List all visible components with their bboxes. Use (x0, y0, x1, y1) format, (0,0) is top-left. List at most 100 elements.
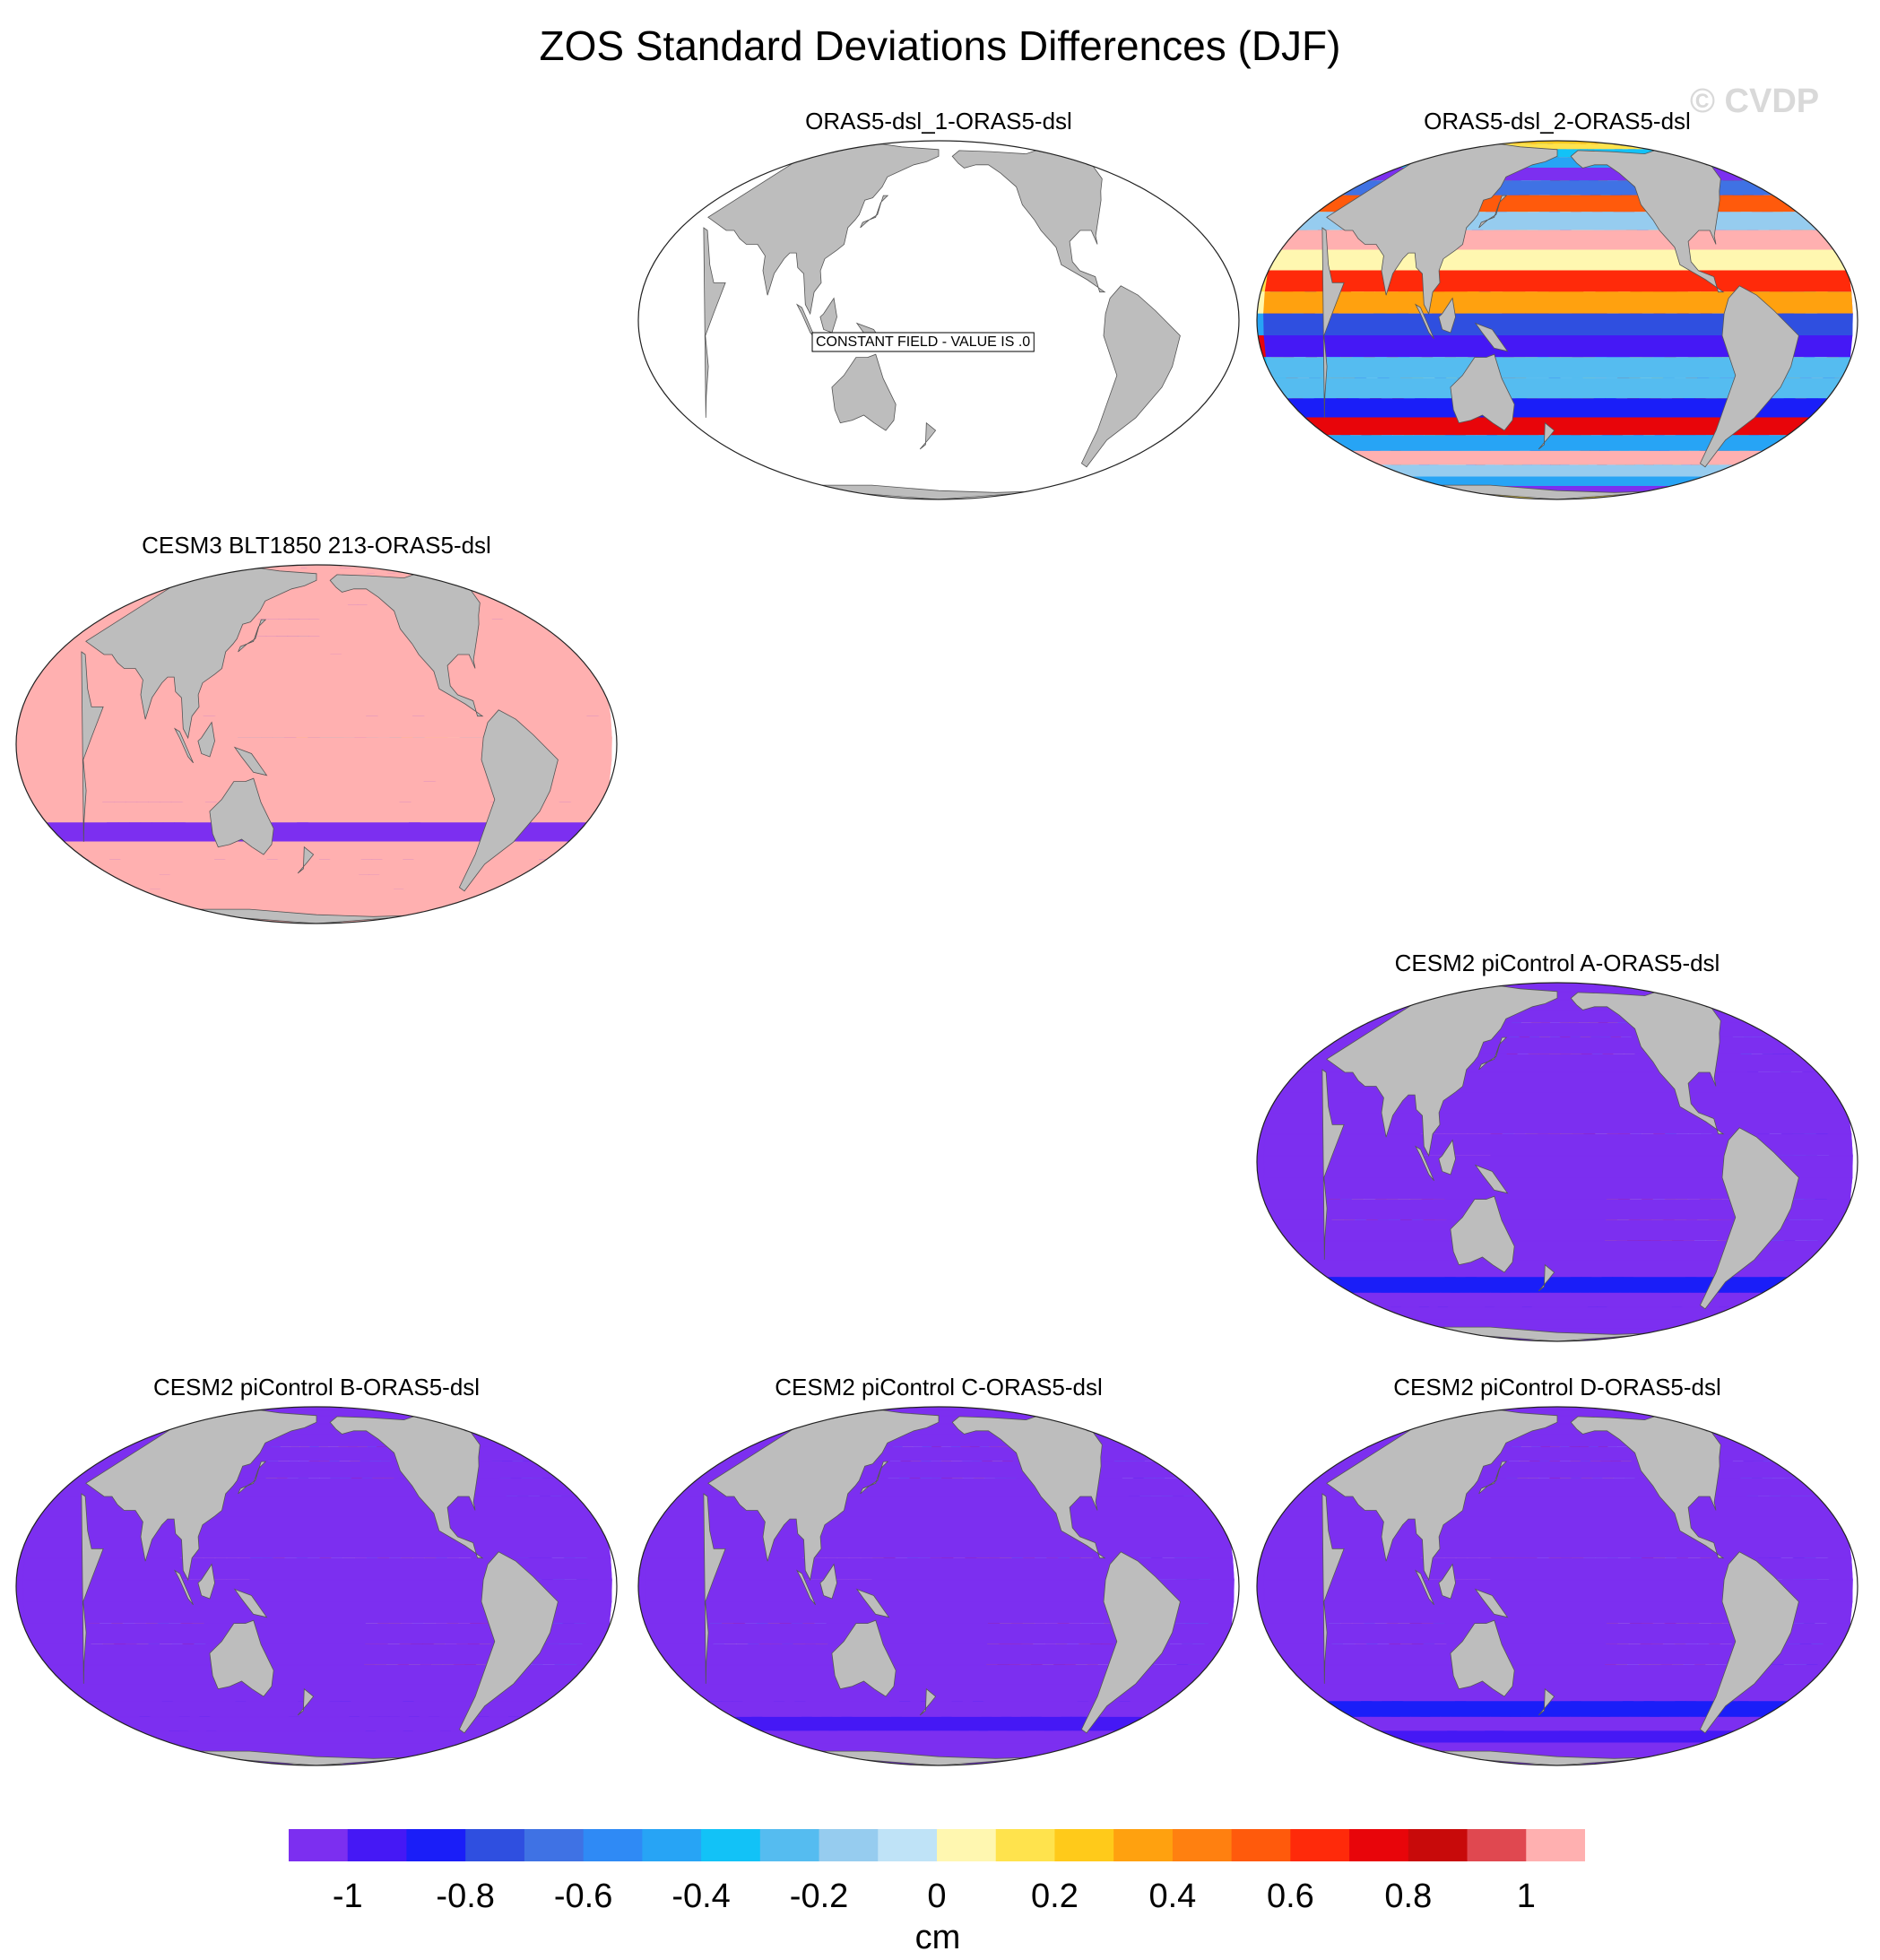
data-cell (1353, 476, 1384, 487)
data-cell (1410, 1334, 1453, 1340)
land-mass (1450, 353, 1515, 431)
data-cell (1399, 1327, 1431, 1336)
data-cell (1745, 157, 1775, 169)
data-cell (1379, 476, 1407, 487)
data-cell (1631, 1334, 1663, 1340)
data-cell (563, 1461, 587, 1479)
data-cell (140, 568, 494, 575)
data-cell (1711, 1318, 1741, 1329)
data-cell (205, 1407, 253, 1411)
data-cell (1330, 450, 1356, 466)
data-cell (489, 1730, 517, 1744)
data-cell (1345, 476, 1376, 487)
data-cell (1463, 983, 1503, 987)
data-cell (444, 1415, 472, 1425)
data-cell (507, 889, 536, 902)
data-cell (532, 1434, 561, 1447)
data-cell (434, 909, 464, 918)
data-cell (515, 1730, 545, 1744)
data-cell (103, 1730, 132, 1744)
data-cell (1354, 999, 1383, 1010)
data-cell (150, 1409, 190, 1417)
figure-title: ZOS Standard Deviations Differences (DJF… (539, 22, 1341, 69)
data-cell (1743, 476, 1775, 487)
data-cell (97, 1434, 124, 1447)
data-cell (121, 900, 151, 911)
data-cell (41, 1461, 65, 1479)
data-cell (1412, 985, 1448, 993)
data-cell (1430, 983, 1483, 987)
data-cell (180, 909, 209, 918)
data-cell (437, 1415, 464, 1425)
data-cell (574, 1478, 596, 1497)
data-cell (1297, 1277, 1322, 1294)
data-cell (1418, 141, 1476, 145)
data-cell (1413, 141, 1473, 145)
data-cell (156, 916, 203, 923)
data-cell (433, 916, 481, 923)
data-cell (143, 909, 177, 918)
data-cell (1670, 985, 1707, 993)
data-cell (1677, 991, 1705, 1001)
data-cell (200, 565, 249, 569)
data-cell (1720, 476, 1749, 487)
data-cell (195, 916, 231, 923)
data-cell (540, 1446, 565, 1462)
data-cell (95, 1423, 126, 1435)
data-cell (77, 1434, 106, 1447)
data-cell (1304, 180, 1330, 196)
data-cell (1435, 141, 1486, 145)
data-cell (1404, 492, 1449, 499)
data-cell (419, 916, 461, 923)
data-cell (1706, 149, 1737, 159)
map-outline (637, 140, 1240, 500)
data-cell (1344, 464, 1373, 478)
data-cell (180, 1751, 209, 1760)
data-cell (112, 1742, 143, 1753)
data-cell (1308, 435, 1332, 452)
data-cell (533, 874, 559, 890)
data-cell (444, 573, 472, 583)
data-cell (479, 900, 508, 911)
data-cell (1391, 1327, 1424, 1336)
data-cell (446, 568, 487, 575)
data-cell (515, 889, 545, 902)
data-cell (1727, 149, 1762, 159)
constant-field-note: CONSTANT FIELD - VALUE IS .0 (816, 334, 1030, 350)
data-cell (1692, 991, 1721, 1001)
data-cell (1390, 149, 1420, 159)
data-cell (1452, 141, 1497, 145)
data-cell (437, 573, 464, 583)
data-cell (1676, 985, 1714, 993)
data-cell (423, 916, 467, 923)
data-cell (165, 573, 193, 583)
data-cell (1336, 1318, 1369, 1329)
data-cell (1743, 1318, 1775, 1329)
data-cell (1685, 149, 1713, 159)
data-cell (65, 874, 569, 890)
data-cell (1682, 985, 1721, 993)
data-cell (1687, 485, 1720, 494)
data-cell (393, 565, 447, 569)
data-cell (1458, 141, 1500, 145)
data-cell (173, 1751, 203, 1760)
data-cell (1804, 195, 1828, 212)
land-mass (1474, 322, 1509, 352)
data-cell (52, 1461, 76, 1479)
land-mass (831, 353, 897, 431)
data-cell (1383, 1327, 1417, 1336)
data-cell (542, 1716, 569, 1732)
data-cell (1277, 417, 1300, 437)
data-cell (1463, 141, 1503, 145)
data-cell (446, 909, 480, 918)
data-cell (1305, 450, 1810, 466)
data-cell (65, 1716, 569, 1732)
data-cell (1788, 1277, 1813, 1294)
data-cell (396, 1407, 453, 1411)
data-cell (1379, 1318, 1407, 1329)
data-cell (429, 1409, 466, 1417)
data-cell (1706, 991, 1737, 1001)
data-cell (192, 1409, 223, 1417)
data-cell (1630, 983, 1683, 987)
data-cell (127, 909, 164, 918)
